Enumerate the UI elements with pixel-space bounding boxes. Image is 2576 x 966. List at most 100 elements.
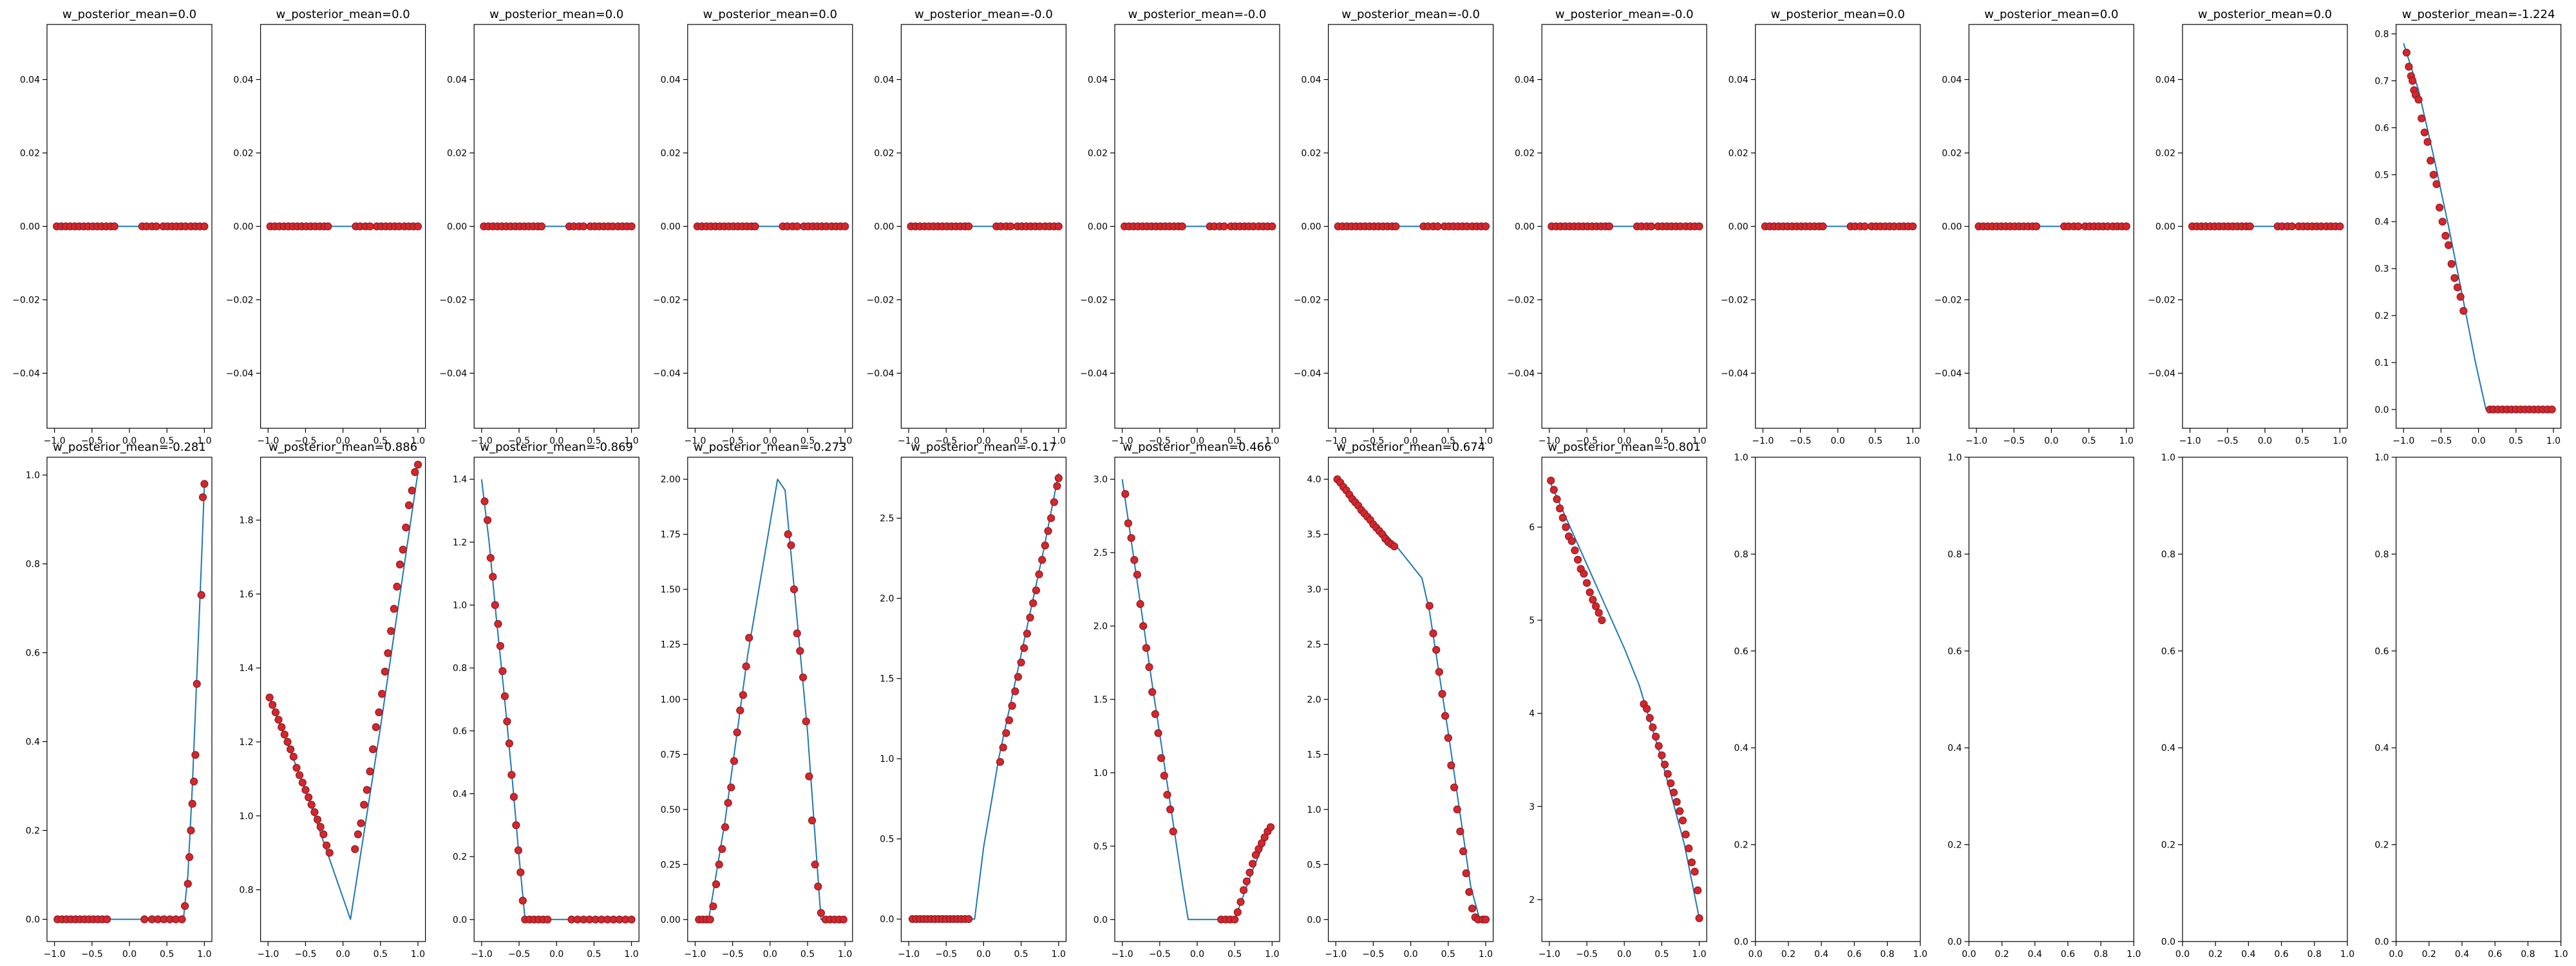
y-tick-label: 0.02 — [1515, 149, 1535, 159]
axes-frame — [1541, 24, 1707, 429]
x-tick-label: 0.8 — [2094, 949, 2108, 960]
subplot-title: w_posterior_mean=-0.17 — [911, 440, 1056, 454]
x-tick-label: 1.0 — [1906, 436, 1920, 446]
data-point — [354, 830, 363, 838]
y-tick-label: 0.2 — [453, 852, 467, 862]
x-tick-label: 0.6 — [1847, 949, 1861, 960]
y-tick-label: 2.0 — [1094, 621, 1108, 632]
data-point — [742, 662, 750, 670]
x-tick-label: −1.0 — [1325, 949, 1347, 960]
data-point — [2441, 232, 2450, 240]
data-point — [360, 800, 368, 809]
subplot-7: w_posterior_mean=-0.0 −1.0 −0.5 0.0 0.5 1.0 −0… — [1294, 8, 1494, 446]
subplot-title: w_posterior_mean=0.886 — [269, 440, 417, 454]
y-tick-label: 0.8 — [1734, 549, 1748, 560]
subplot-22: 0.0 0.2 0.4 0.6 0.8 1.0 0.0 0.2 0.4 0.6 0.8 1.0 — [1947, 453, 2141, 960]
data-point — [1130, 556, 1139, 564]
y-tick-label: 2 — [1529, 895, 1535, 905]
y-tick-label: 2.5 — [1307, 640, 1321, 650]
x-tick-label: 0.0 — [1403, 949, 1417, 960]
x-tick-label: −0.5 — [722, 436, 744, 446]
data-point — [1169, 827, 1177, 836]
x-tick-label: 1.0 — [1479, 436, 1493, 446]
x-tick-label: 1.0 — [2119, 436, 2134, 446]
y-tick-label: 1.0 — [880, 754, 894, 764]
subplot-4: w_posterior_mean=0.0 −1.0 −0.5 0.0 0.5 1.0 −0.… — [653, 8, 853, 446]
x-tick-label: 0.5 — [1654, 949, 1669, 960]
data-point — [1121, 489, 1130, 498]
data-point — [402, 523, 410, 532]
y-tick-label: 0.00 — [1088, 222, 1108, 232]
y-tick-label: 0.0 — [880, 914, 894, 925]
data-point — [2402, 48, 2410, 57]
subplot-8: w_posterior_mean=-0.0 −1.0 −0.5 0.0 0.5 1.0 −0… — [1507, 8, 1707, 446]
x-tick-label: 1.0 — [838, 436, 852, 446]
y-tick-label: 0.5 — [2374, 170, 2389, 180]
data-point — [178, 915, 186, 923]
data-point — [1041, 541, 1049, 550]
x-tick-label: 0.0 — [763, 949, 777, 960]
y-tick-label: 0.6 — [1947, 647, 1962, 657]
data-point — [2436, 204, 2444, 212]
y-tick-label: 0.04 — [2155, 75, 2175, 86]
y-tick-label: 0.8 — [2374, 30, 2389, 40]
subplot-title: w_posterior_mean=-0.273 — [694, 440, 847, 454]
data-point — [489, 573, 497, 581]
data-point — [1151, 710, 1159, 718]
y-tick-label: 0.04 — [1728, 75, 1748, 86]
y-tick-label: 0.25 — [661, 860, 681, 870]
y-tick-label: 1.75 — [661, 530, 681, 540]
y-tick-label: 1.4 — [453, 475, 467, 485]
x-tick-label: 1.0 — [1265, 436, 1279, 446]
y-tick-label: 0.6 — [453, 726, 467, 737]
data-point — [1669, 788, 1678, 797]
data-point — [2414, 95, 2423, 104]
y-tick-label: 0.00 — [874, 222, 894, 232]
data-point — [745, 634, 753, 642]
x-tick-label: 0.4 — [2241, 949, 2255, 960]
data-point — [627, 915, 636, 923]
data-point — [296, 771, 304, 779]
data-point — [1643, 705, 1651, 713]
data-point — [1574, 555, 1582, 564]
data-point — [1658, 751, 1666, 759]
x-tick-label: −0.5 — [722, 949, 744, 960]
x-tick-label: −0.5 — [81, 436, 103, 446]
x-tick-label: 0.5 — [1868, 436, 1882, 446]
x-tick-label: −1.0 — [2179, 436, 2201, 446]
data-point — [509, 793, 518, 801]
y-tick-label: −0.04 — [12, 369, 40, 379]
axes-frame — [1755, 24, 1921, 429]
x-tick-label: −1.0 — [684, 436, 706, 446]
x-tick-label: 0.0 — [2175, 949, 2190, 960]
x-tick-label: 0.5 — [2295, 436, 2309, 446]
subplot-16: w_posterior_mean=-0.273 −1.0 −0.5 0.0 0.5 1.0… — [661, 440, 853, 960]
y-tick-label: −0.04 — [1507, 369, 1535, 379]
data-point — [518, 896, 527, 905]
data-point — [733, 728, 741, 737]
y-tick-label: −0.02 — [2148, 296, 2175, 306]
data-point — [839, 915, 848, 923]
data-point — [193, 679, 201, 688]
data-point — [1166, 805, 1175, 814]
subplot-10: w_posterior_mean=0.0 −1.0 −0.5 0.0 0.5 1.0 −0.… — [1934, 8, 2134, 446]
data-point — [1017, 658, 1025, 667]
data-point — [1462, 869, 1470, 878]
subplot-11: w_posterior_mean=0.0 −1.0 −0.5 0.0 0.5 1.0 −0.… — [2148, 8, 2348, 446]
subplot-13: w_posterior_mean=-0.281 −1.0 −0.5 0.0 0.5 1.0… — [26, 440, 213, 960]
y-tick-label: 0.4 — [1947, 743, 1962, 753]
data-point — [181, 902, 189, 910]
data-point — [2459, 307, 2468, 315]
y-tick-label: 0.0 — [1734, 937, 1748, 947]
subplot-15: w_posterior_mean=-0.869 −1.0 −0.5 0.0 0.5 1.0… — [453, 440, 639, 960]
data-point — [200, 480, 209, 488]
y-tick-label: −0.02 — [1080, 296, 1108, 306]
data-point — [110, 222, 118, 231]
y-tick-label: −0.04 — [1294, 369, 1321, 379]
y-tick-label: 1.0 — [1307, 805, 1321, 815]
data-point — [1468, 904, 1477, 913]
x-tick-label: 0.2 — [1781, 949, 1795, 960]
y-tick-label: 0.00 — [1728, 222, 1748, 232]
y-tick-label: 0.4 — [453, 789, 467, 799]
y-tick-label: 0.6 — [2374, 647, 2389, 657]
